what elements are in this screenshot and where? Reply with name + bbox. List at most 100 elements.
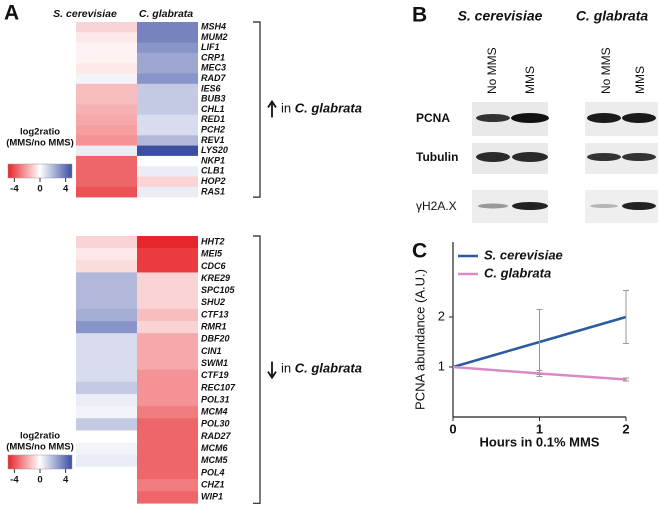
heatmap-cell (137, 32, 198, 43)
heatmap-cell (76, 430, 137, 443)
panel-letter: C (412, 240, 427, 263)
heatmap-cell (137, 418, 198, 431)
heatmap-cell (76, 479, 137, 492)
colorbar-title: (MMS/no MMS) (6, 138, 74, 149)
error-bar (536, 370, 543, 377)
band (622, 153, 656, 161)
heatmap-cell (76, 176, 137, 188)
gene-label: MCM4 (201, 407, 228, 417)
gene-label: MUM2 (201, 32, 228, 42)
heatmap-cell (76, 135, 137, 146)
heatmap-cell (137, 155, 198, 167)
gene-label: CTF19 (201, 370, 229, 380)
heatmap-cell (137, 83, 198, 95)
heatmap-cell (76, 296, 137, 310)
gene-label: CIN1 (201, 346, 222, 356)
heatmap-cell (137, 321, 198, 334)
gene-label: RMR1 (201, 322, 227, 332)
heatmap-cell (76, 345, 137, 358)
colorbar (7, 163, 73, 179)
heatmap-cell (76, 166, 137, 177)
error-bar (623, 377, 629, 382)
heatmap-cell (76, 321, 137, 334)
column-header: C. glabrata (139, 8, 193, 20)
colorbar-tick-label: 0 (37, 184, 42, 195)
heatmap-cell (76, 284, 137, 298)
band (587, 153, 621, 161)
heatmap-cell (76, 369, 137, 383)
heatmap-cell (137, 104, 198, 115)
band (622, 202, 656, 210)
gene-label: SWM1 (201, 358, 228, 368)
heatmap-cell (76, 236, 137, 249)
heatmap-cell (137, 166, 198, 177)
panel-letter: A (4, 2, 19, 25)
heatmap-cell (76, 22, 137, 33)
heatmap-cell (137, 381, 198, 395)
gene-label: SHU2 (201, 297, 225, 307)
gene-label: CHZ1 (201, 479, 225, 489)
band (478, 203, 508, 209)
bracket (253, 235, 261, 504)
gene-label: RAD27 (201, 431, 232, 441)
band (476, 152, 510, 162)
column-header: S. cerevisiae (53, 8, 117, 20)
lane-label: No MMS (599, 47, 613, 94)
blot-row-label: PCNA (416, 111, 450, 125)
gene-label: IES6 (201, 83, 222, 93)
heatmap-cell (137, 479, 198, 492)
gene-label: MCM6 (201, 443, 228, 453)
band (590, 204, 618, 208)
heatmap-cell (137, 94, 198, 105)
heatmap-cell (76, 454, 137, 468)
heatmap-cell (137, 491, 198, 504)
gene-label: PCH2 (201, 125, 225, 135)
gene-label: LYS20 (201, 145, 228, 155)
heatmap-cell (76, 145, 137, 157)
heatmap-cell (137, 357, 198, 370)
gene-label: CRP1 (201, 52, 225, 62)
heatmap-cell (137, 430, 198, 443)
heatmap-cell (137, 52, 198, 64)
heatmap-cell (137, 284, 198, 298)
x-tick-label: 2 (622, 421, 629, 436)
heatmap-cell (137, 272, 198, 285)
heatmap-cell (137, 393, 198, 407)
heatmap-cell (137, 186, 198, 198)
heatmap-cell (76, 260, 137, 273)
gene-label: CLB1 (201, 166, 225, 176)
heatmap-cell (76, 94, 137, 105)
gene-label: RED1 (201, 114, 225, 124)
gene-label: RAD7 (201, 73, 226, 83)
lane-label: MMS (633, 66, 647, 94)
heatmap-cell (137, 248, 198, 261)
blot-lane-labels: No MMS MMS No MMS MMS (485, 47, 647, 94)
band (622, 113, 656, 123)
gene-label: REV1 (201, 135, 225, 145)
gene-label: SPC105 (201, 285, 236, 295)
error-bar (623, 290, 629, 344)
lane-label: MMS (523, 66, 537, 94)
heatmap-cell (76, 406, 137, 419)
band (512, 202, 548, 210)
band (587, 113, 621, 123)
heatmap-cell (76, 333, 137, 346)
heatmap-cell (137, 454, 198, 468)
gene-label: WIP1 (201, 492, 223, 502)
gene-label: MEC3 (201, 63, 226, 73)
gene-label: POL31 (201, 394, 230, 404)
blot-group: C. glabrata (576, 8, 649, 24)
arrow (267, 361, 277, 380)
legend-label: C. glabrata (484, 265, 551, 280)
heatmap-cell (137, 333, 198, 346)
gene-label: MCM5 (201, 455, 228, 465)
heatmap-cell (76, 442, 137, 455)
colorbar (7, 454, 73, 470)
gene-label: CDC6 (201, 261, 226, 271)
blot-images (472, 102, 658, 223)
band (511, 113, 549, 123)
heatmap-cell (76, 52, 137, 64)
heatmap-cell (76, 272, 137, 285)
x-tick-label: 1 (536, 421, 543, 436)
colorbar-title: log2ratio (20, 127, 60, 138)
